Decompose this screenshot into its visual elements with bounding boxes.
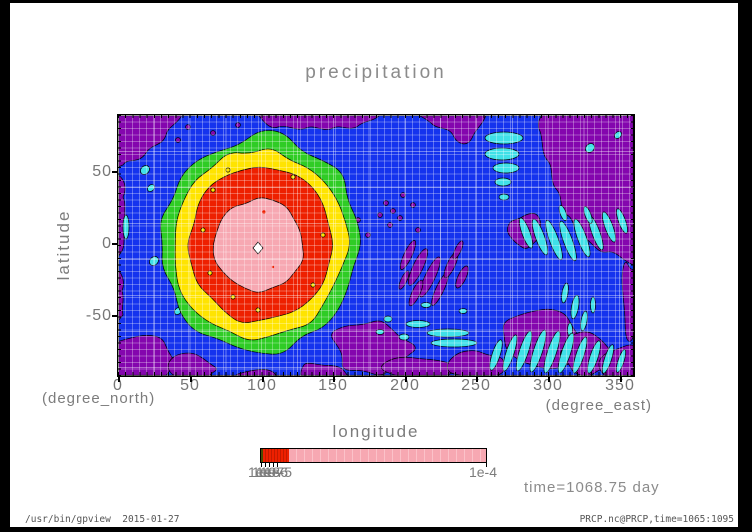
colorbar-label: 1e-5 [263, 464, 293, 480]
colorbar-tick [261, 463, 262, 467]
colorbar-label: 1e-7 [255, 464, 285, 480]
colorbar-label: 1e-6 [259, 464, 289, 480]
footer-command: /usr/bin/gpview 2015-01-27 [25, 514, 180, 525]
colorbar-tick [273, 463, 274, 467]
y-tick-label: 0 [102, 235, 112, 252]
x-tick-label: 350 [605, 377, 635, 394]
x-tick-label: 150 [318, 377, 348, 394]
x-axis-tick [118, 376, 120, 382]
colorbar-pink-segment [289, 449, 486, 462]
x-axis-tick [620, 376, 622, 382]
x-tick-label: 200 [390, 377, 420, 394]
x-axis-tick [476, 376, 478, 382]
colorbar-red-segment [263, 449, 289, 462]
x-axis-unit: (degree_east) [545, 397, 652, 414]
colorbar-tick [486, 463, 487, 467]
y-axis-tick [112, 171, 118, 173]
window-border-top [0, 0, 752, 3]
x-tick-label: 0 [113, 377, 123, 394]
y-tick-label: -50 [85, 307, 112, 324]
y-axis-tick [112, 315, 118, 317]
window-border-left [0, 0, 10, 532]
colorbar-label-max: 1e-4 [468, 464, 498, 480]
y-axis-unit: (degree_north) [42, 390, 156, 407]
precipitation-contour-canvas [118, 115, 634, 376]
x-axis-tick [190, 376, 192, 382]
x-axis-label: longitude [332, 422, 420, 441]
x-tick-label: 50 [180, 377, 200, 394]
colorbar [260, 448, 487, 463]
x-axis-tick [262, 376, 264, 382]
x-tick-label: 100 [247, 377, 277, 394]
x-axis-tick [405, 376, 407, 382]
x-tick-label: 250 [461, 377, 491, 394]
colorbar-tick [269, 463, 270, 467]
y-tick-label: 50 [92, 163, 112, 180]
colorbar-tick [265, 463, 266, 467]
colorbar-label: 1e-9 [247, 464, 277, 480]
window-border-bottom [0, 527, 752, 532]
footer-dataset: PRCP.nc@PRCP,time=1065:1095 [579, 514, 734, 525]
window-border-right [738, 0, 752, 532]
y-axis-label: latitude [54, 209, 73, 281]
x-axis-tick [333, 376, 335, 382]
x-tick-label: 300 [533, 377, 563, 394]
colorbar-tick [277, 463, 278, 467]
y-axis-tick [112, 243, 118, 245]
x-axis-tick [548, 376, 550, 382]
contour-plot-area [117, 114, 635, 377]
time-annotation: time=1068.75 day [524, 479, 660, 496]
colorbar-low-end [261, 449, 263, 462]
colorbar-label: 1e-8 [251, 464, 281, 480]
chart-title: precipitation [305, 62, 447, 83]
